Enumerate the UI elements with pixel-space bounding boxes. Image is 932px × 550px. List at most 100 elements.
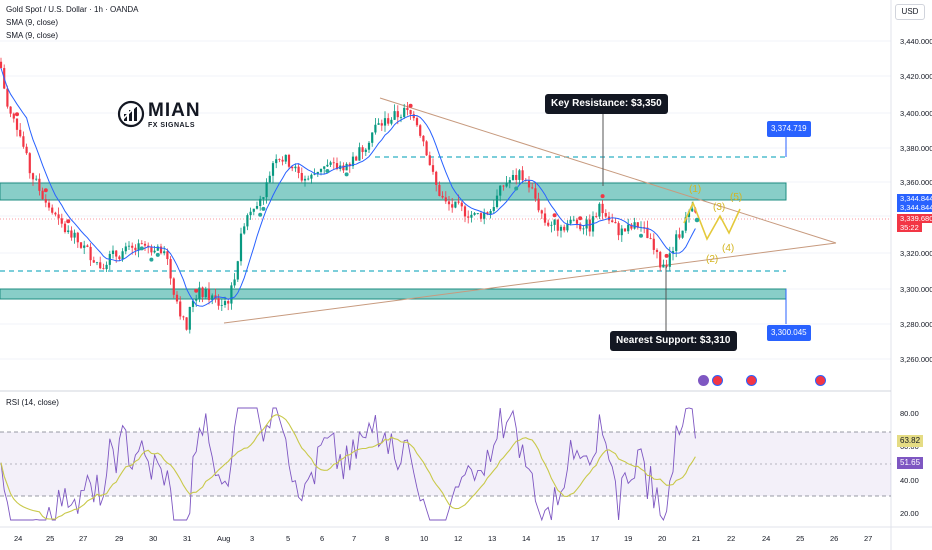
support-zone[interactable] bbox=[0, 288, 787, 300]
rsi-label: RSI (14, close) bbox=[6, 398, 59, 407]
candle-body bbox=[211, 295, 214, 300]
candle-body bbox=[41, 190, 44, 200]
candle-body bbox=[19, 129, 22, 137]
candle-body bbox=[233, 279, 236, 286]
candle-body bbox=[492, 207, 495, 211]
signal-dot bbox=[155, 252, 160, 257]
upper-target-label[interactable]: 3,374.719 bbox=[767, 121, 811, 137]
candle-body bbox=[457, 201, 460, 203]
us-flag-event-icon[interactable] bbox=[815, 375, 826, 386]
rsi-ma-tag: 51.65 bbox=[897, 457, 924, 469]
time-tick: 19 bbox=[624, 534, 632, 543]
candle-body bbox=[678, 234, 681, 238]
candle-body bbox=[287, 154, 291, 167]
us-flag-event-icon[interactable] bbox=[712, 375, 723, 386]
candle-body bbox=[115, 250, 118, 257]
candle-body bbox=[28, 153, 31, 174]
candle-body bbox=[668, 253, 671, 267]
signal-dot bbox=[66, 219, 71, 224]
candle-body bbox=[57, 214, 60, 219]
time-tick: 6 bbox=[320, 534, 324, 543]
candle-body bbox=[521, 170, 524, 181]
mian-logo: MIAN FX SIGNALS bbox=[117, 97, 200, 135]
candle-body bbox=[95, 262, 99, 264]
candle-body bbox=[598, 203, 601, 217]
wave-projection[interactable] bbox=[683, 200, 741, 241]
price-tick: 3,260.000 bbox=[900, 355, 932, 364]
candle-body bbox=[534, 188, 537, 199]
candle-body bbox=[380, 123, 383, 126]
candle-body bbox=[230, 285, 233, 304]
candle-body bbox=[566, 223, 569, 231]
candle-body bbox=[543, 213, 547, 223]
candle-body bbox=[623, 228, 627, 232]
lower-target-label[interactable]: 3,300.045 bbox=[767, 325, 811, 341]
nearest-support-callout[interactable]: Nearest Support: $3,310 bbox=[610, 331, 737, 351]
rsi-tick: 40.00 bbox=[900, 476, 919, 485]
candle-body bbox=[617, 223, 620, 236]
resistance-zone[interactable] bbox=[0, 182, 787, 201]
candle-body bbox=[518, 170, 521, 180]
key-resistance-callout[interactable]: Key Resistance: $3,350 bbox=[545, 94, 668, 114]
candle-body bbox=[102, 268, 105, 270]
price-tag-high: 3,344.844 bbox=[897, 194, 932, 203]
candle-body bbox=[246, 215, 249, 227]
candle-body bbox=[444, 197, 447, 202]
price-tick: 3,320.000 bbox=[900, 249, 932, 258]
candle-body bbox=[159, 246, 163, 254]
candle-body bbox=[655, 249, 659, 252]
signal-dot bbox=[344, 172, 349, 177]
candle-body bbox=[636, 222, 639, 228]
upper-trendline[interactable] bbox=[379, 97, 837, 244]
candle-body bbox=[15, 118, 19, 130]
signal-dot bbox=[149, 257, 154, 262]
candle-body bbox=[383, 118, 387, 126]
candle-body bbox=[191, 300, 195, 307]
candle-body bbox=[169, 259, 172, 279]
candle-body bbox=[54, 212, 57, 215]
candle-body bbox=[319, 168, 323, 172]
candle-body bbox=[163, 251, 166, 254]
candle-body bbox=[47, 202, 51, 208]
candle-body bbox=[358, 147, 361, 161]
time-tick: 22 bbox=[727, 534, 735, 543]
candle-body bbox=[195, 299, 198, 301]
lightning-event-icon[interactable] bbox=[698, 375, 709, 386]
time-tick: 12 bbox=[454, 534, 462, 543]
time-tick: 17 bbox=[591, 534, 599, 543]
time-tick: 26 bbox=[830, 534, 838, 543]
candle-body bbox=[633, 222, 636, 229]
sma-indicator-1[interactable]: SMA (9, close) bbox=[6, 18, 59, 27]
sma-indicator-2[interactable]: SMA (9, close) bbox=[6, 31, 59, 40]
time-tick: 24 bbox=[762, 534, 770, 543]
candle-body bbox=[399, 116, 403, 118]
time-axis: 24 25 27 29 30 31 Aug 3 5 6 7 8 10 12 13 14 15 17 19 20 21 22… bbox=[14, 534, 872, 543]
candle-body bbox=[198, 287, 201, 300]
candle-body bbox=[185, 317, 188, 330]
candle-body bbox=[25, 146, 28, 154]
candle-body bbox=[470, 214, 473, 218]
candle-body bbox=[630, 224, 633, 229]
candle-body bbox=[278, 159, 281, 160]
lower-trendline[interactable] bbox=[223, 242, 837, 324]
candle-body bbox=[649, 238, 652, 239]
us-flag-event-icon[interactable] bbox=[746, 375, 757, 386]
candle-body bbox=[409, 110, 412, 115]
candle-body bbox=[297, 166, 300, 174]
candle-body bbox=[105, 264, 108, 270]
candle-body bbox=[505, 182, 508, 187]
candle-body bbox=[374, 124, 377, 133]
time-tick: 24 bbox=[14, 534, 22, 543]
currency-selector[interactable]: USD bbox=[895, 4, 925, 20]
signal-dot bbox=[139, 246, 144, 251]
candle-body bbox=[348, 163, 351, 167]
candle-body bbox=[406, 107, 409, 111]
symbol-title[interactable]: Gold Spot / U.S. Dollar · 1h · OANDA bbox=[6, 5, 139, 14]
candle-body bbox=[483, 212, 486, 219]
candle-body bbox=[419, 125, 422, 136]
candle-body bbox=[611, 220, 614, 223]
signal-dot bbox=[408, 103, 413, 108]
candle-body bbox=[691, 208, 694, 212]
candle-body bbox=[422, 135, 425, 142]
